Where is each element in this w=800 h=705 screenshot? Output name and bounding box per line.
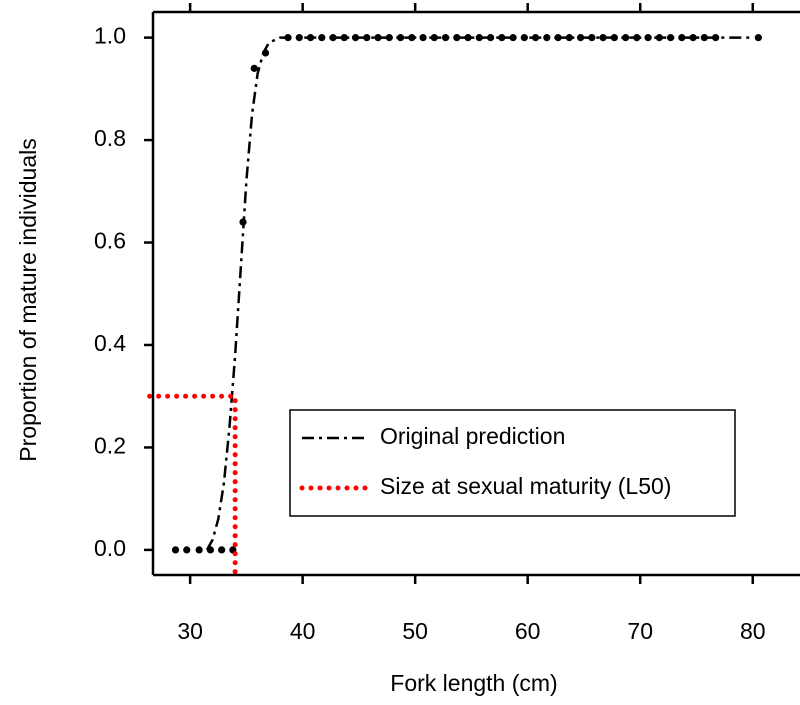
data-point — [218, 546, 226, 554]
y-tick-label: 0.2 — [94, 433, 126, 459]
data-line — [205, 36, 753, 551]
x-tick-label: 40 — [290, 618, 316, 644]
y-tick-label: 0.0 — [94, 535, 126, 561]
x-tick-label: 30 — [177, 618, 203, 644]
data-point — [374, 34, 382, 42]
x-tick-label: 70 — [627, 618, 653, 644]
data-point — [588, 34, 596, 42]
data-point — [363, 34, 371, 42]
data-point — [565, 34, 573, 42]
data-point — [754, 34, 762, 42]
legend-label: Size at sexual maturity (L50) — [380, 473, 671, 499]
data-point — [599, 34, 607, 42]
data-point — [464, 34, 472, 42]
x-tick-label: 80 — [740, 618, 766, 644]
data-point — [689, 34, 697, 42]
data-point — [250, 64, 258, 72]
x-tick-label: 50 — [402, 618, 428, 644]
x-tick-label: 60 — [515, 618, 541, 644]
data-point — [171, 546, 180, 554]
y-tick-label: 0.8 — [94, 125, 126, 151]
data-point — [520, 34, 528, 42]
y-tick-label: 0.6 — [94, 228, 126, 254]
data-point — [621, 34, 630, 42]
data-point — [667, 34, 675, 42]
x-axis-label: Fork length (cm) — [390, 670, 557, 696]
legend-box — [289, 409, 736, 517]
y-tick-label: 0.4 — [94, 330, 126, 356]
data-point — [396, 34, 405, 42]
data-point — [195, 546, 203, 554]
data-point — [441, 34, 450, 42]
legend-label: Original prediction — [380, 423, 565, 449]
y-tick-label: 1.0 — [94, 23, 126, 49]
data-point — [183, 546, 191, 554]
y-axis-label: Proportion of mature individuals — [15, 138, 41, 461]
data-point — [498, 34, 506, 42]
data-line — [147, 393, 238, 578]
data-point — [340, 34, 348, 42]
